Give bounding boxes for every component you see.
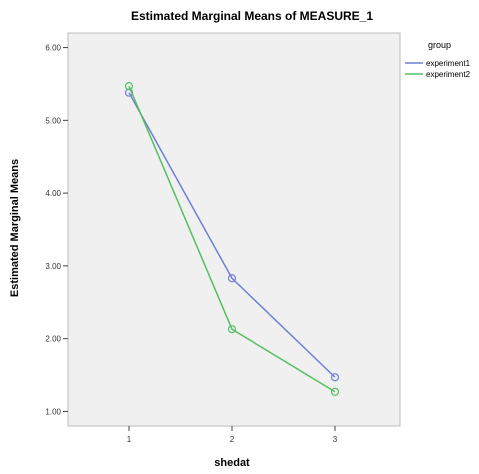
legend-entry: experiment2 xyxy=(426,70,471,79)
y-tick-label: 1.00 xyxy=(45,407,61,416)
data-point xyxy=(330,373,340,382)
series-experiment2 xyxy=(124,82,340,396)
chart-title: Estimated Marginal Means of MEASURE_1 xyxy=(131,9,373,23)
data-point xyxy=(227,325,237,334)
data-point xyxy=(124,82,134,91)
series-experiment1 xyxy=(124,88,340,382)
y-tick-label: 3.00 xyxy=(45,262,61,271)
legend: group experiment1 experiment2 xyxy=(405,40,471,79)
series-line xyxy=(128,85,336,393)
legend-title: group xyxy=(428,40,451,50)
x-axis-label: shedat xyxy=(214,457,250,469)
data-point xyxy=(330,387,340,396)
y-tick-label: 4.00 xyxy=(45,189,61,198)
series-layer xyxy=(124,82,340,396)
y-tick-label: 6.00 xyxy=(45,44,61,53)
y-tick-label: 2.00 xyxy=(45,335,61,344)
series-line xyxy=(128,92,336,378)
y-axis-label: Estimated Marginal Means xyxy=(9,159,21,297)
plot-area xyxy=(67,32,401,427)
data-point xyxy=(227,274,237,283)
x-tick-label: 2 xyxy=(230,435,235,444)
x-tick-label: 3 xyxy=(333,435,338,444)
x-tick-label: 1 xyxy=(127,435,132,444)
legend-entry: experiment1 xyxy=(426,59,471,68)
x-axis: 1 2 3 xyxy=(127,426,338,444)
y-axis: 1.00 2.00 3.00 4.00 5.00 6.00 xyxy=(45,44,68,416)
y-tick-label: 5.00 xyxy=(45,116,61,125)
